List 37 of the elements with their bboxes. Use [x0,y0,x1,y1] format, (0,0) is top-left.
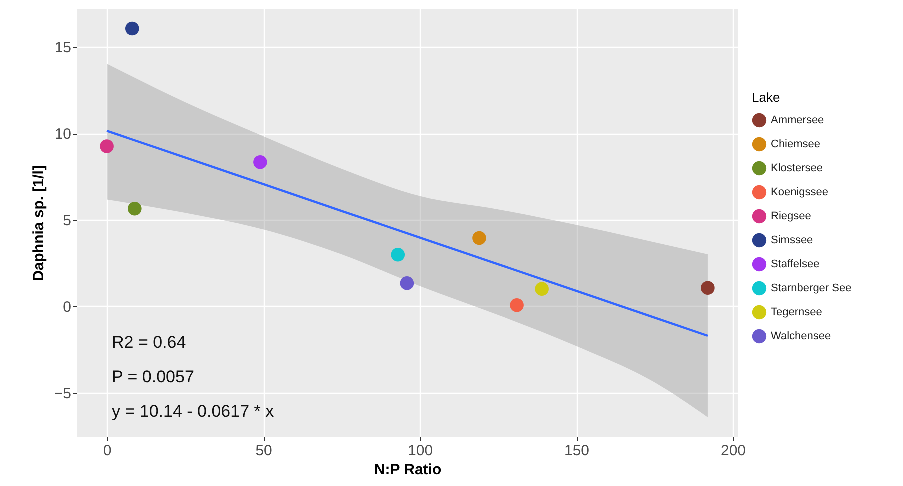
y-tick-label: 15 [54,40,72,57]
annotation: y = 10.14 - 0.0617 * x [112,402,275,421]
point [472,231,486,246]
point [400,276,414,290]
legend-label: Riegsee [771,210,812,222]
legend-label: Tegernsee [771,306,822,318]
point [254,156,268,170]
y-tick-label: 5 [63,212,72,230]
point [126,22,140,36]
legend-label: Simssee [771,234,814,246]
x-tick-label: 100 [408,442,434,460]
line-series [106,130,710,338]
point [100,140,114,154]
x-tick-label: 0 [103,442,112,460]
legend-label: Staffelsee [771,258,820,270]
x-tick-label: 200 [720,442,746,460]
point [535,282,549,296]
legend-label: Walchensee [771,330,832,342]
legend-label: Starnberger See [771,282,852,294]
y-tick-label: 10 [54,126,72,144]
legend-label: Klostersee [771,162,823,174]
point [128,202,142,216]
point [510,298,524,312]
x-tick-label: 50 [256,442,272,460]
x-axis-title: N:P Ratio [374,462,442,478]
annotation: P = 0.0057 [112,368,194,386]
legend-label: Ammersee [771,114,824,126]
point [701,281,715,295]
y-tick-label: 0 [63,298,72,316]
legend-label: Koenigssee [771,186,828,198]
y-tick-label: −5 [54,385,72,402]
y-axis-title: Daphnia sp. [1/l] [30,166,48,282]
annotation: R2 = 0.64 [112,333,186,352]
legend-label: Chiemsee [771,138,821,150]
point [391,248,406,262]
legend-title: Lake [752,90,780,105]
x-tick-label: 150 [564,442,590,460]
